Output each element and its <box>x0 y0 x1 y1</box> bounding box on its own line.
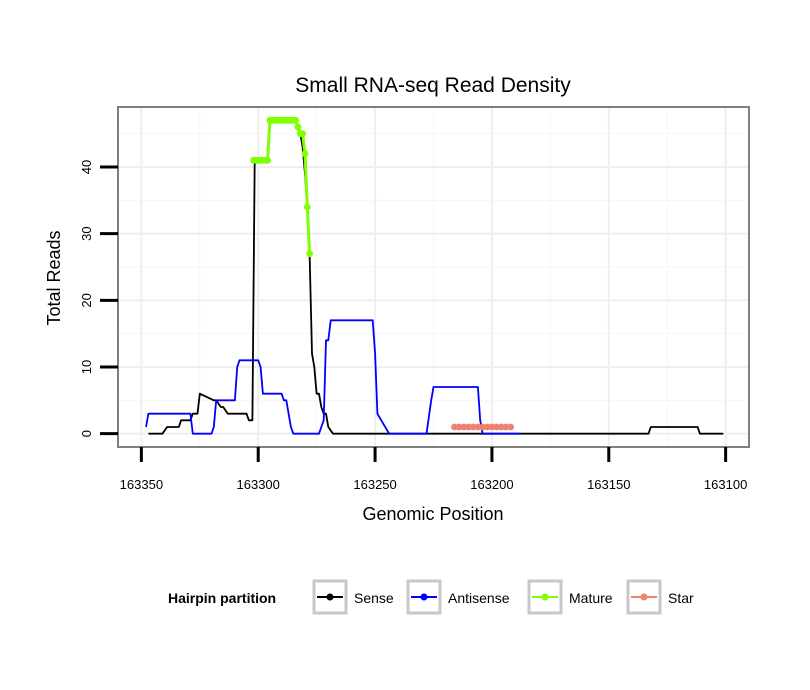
data-series <box>145 116 724 435</box>
data-point-star <box>493 423 500 431</box>
data-point-star <box>465 423 472 431</box>
legend-key-dot-antisense <box>420 593 428 601</box>
x-axis: 163350 163300 163250 163200 163150 163100 <box>120 447 747 492</box>
data-point-star <box>474 423 482 431</box>
data-point-star <box>488 423 496 431</box>
data-point-mature <box>299 130 307 138</box>
data-point-star <box>455 423 463 431</box>
data-point-mature <box>301 150 309 158</box>
legend-label-antisense: Antisense <box>448 590 510 606</box>
y-axis: 0 10 20 30 40 <box>79 160 118 437</box>
data-point-mature <box>306 250 314 258</box>
legend-key-dot-star <box>640 593 648 601</box>
x-tick-label: 163250 <box>353 477 396 492</box>
data-point-star <box>460 423 468 431</box>
x-tick-label: 163150 <box>587 477 630 492</box>
plot-border <box>117 106 750 448</box>
data-point-star <box>497 423 505 431</box>
legend-key-dot-mature <box>541 593 549 601</box>
y-tick-label: 0 <box>79 430 94 437</box>
data-point-star <box>469 423 477 431</box>
legend: Hairpin partition Sense Antisense Mature St… <box>168 579 694 615</box>
data-point-mature <box>292 116 300 124</box>
data-point-star <box>479 423 486 431</box>
legend-label-star: Star <box>668 590 694 606</box>
grid-lines <box>118 107 749 447</box>
data-point-star <box>451 423 458 431</box>
y-tick-label: 20 <box>79 293 94 307</box>
chart-title: Small RNA-seq Read Density <box>295 74 571 97</box>
x-axis-title: Genomic Position <box>362 504 503 524</box>
x-tick-label: 163200 <box>470 477 513 492</box>
legend-label-sense: Sense <box>354 590 394 606</box>
data-point-star <box>502 423 510 431</box>
data-point-mature <box>294 123 302 131</box>
legend-key-dot-sense <box>326 593 334 601</box>
data-point-star <box>483 423 491 431</box>
y-tick-label: 40 <box>79 160 94 174</box>
x-tick-label: 163350 <box>120 477 163 492</box>
series-line-antisense <box>145 319 520 435</box>
data-point-mature <box>264 156 271 164</box>
y-tick-label: 10 <box>79 360 94 374</box>
panel-frame <box>117 106 750 448</box>
x-tick-label: 163100 <box>704 477 747 492</box>
x-tick-label: 163300 <box>237 477 280 492</box>
data-point-star <box>507 423 515 431</box>
legend-title: Hairpin partition <box>168 590 276 606</box>
legend-label-mature: Mature <box>569 590 613 606</box>
data-point-mature <box>303 203 311 211</box>
y-tick-label: 30 <box>79 226 94 240</box>
y-axis-title: Total Reads <box>44 230 64 325</box>
